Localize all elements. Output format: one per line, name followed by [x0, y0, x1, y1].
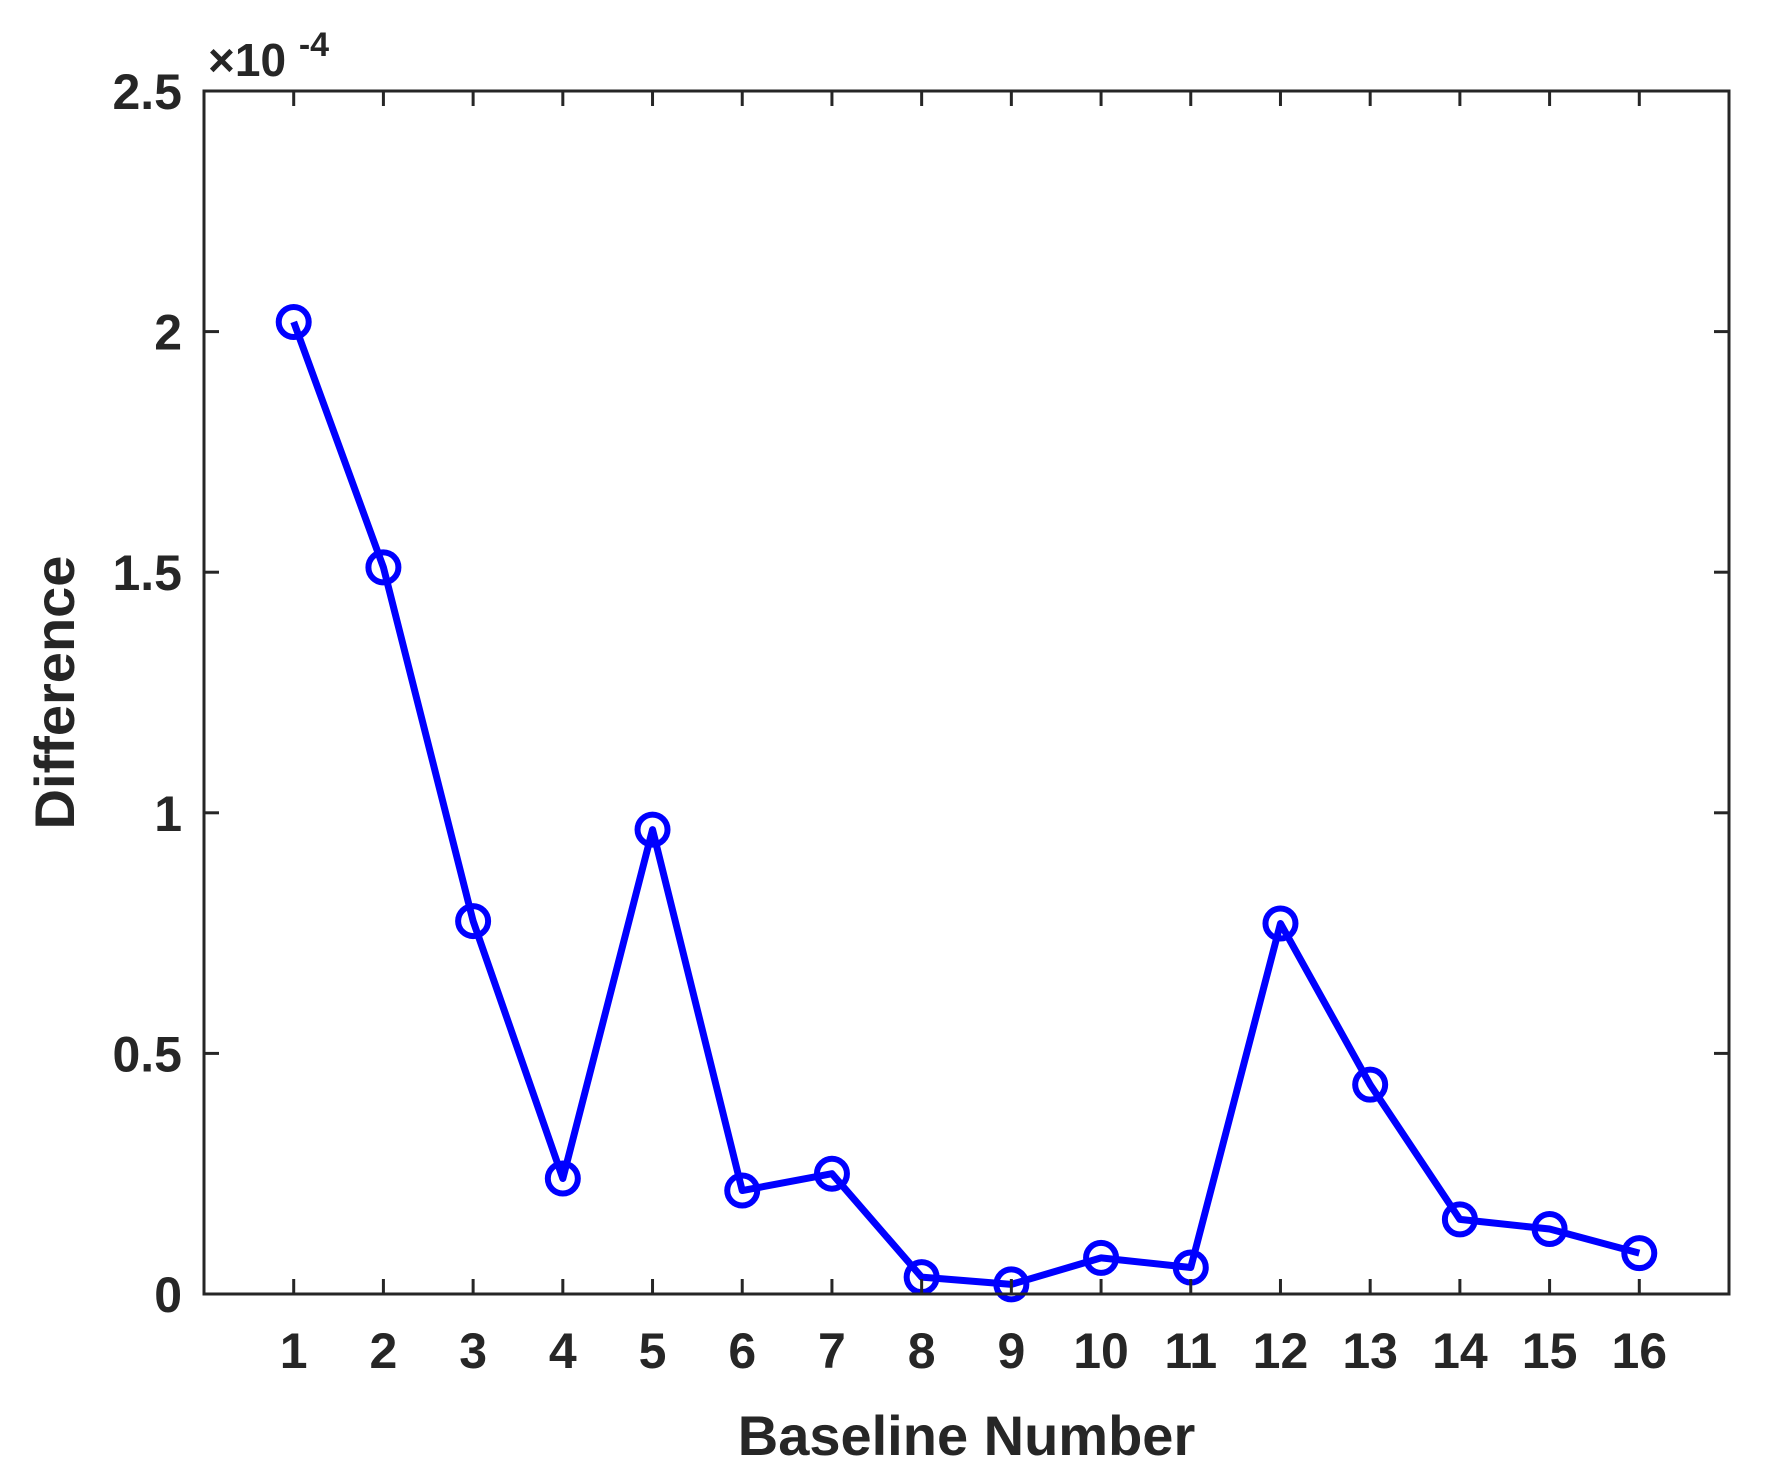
- y-tick-label: 1: [154, 786, 182, 842]
- y-tick-label: 0.5: [112, 1026, 182, 1082]
- y-tick-label: 1.5: [112, 545, 182, 601]
- y-exponent-label: ×10 -4: [208, 26, 329, 86]
- x-tick-label: 4: [549, 1323, 577, 1379]
- exponent-base: ×10: [208, 34, 286, 86]
- x-tick-label: 8: [908, 1323, 936, 1379]
- x-tick-label: 7: [818, 1323, 846, 1379]
- y-tick-label: 2: [154, 305, 182, 361]
- x-tick-label: 14: [1432, 1323, 1488, 1379]
- x-tick-label: 16: [1611, 1323, 1667, 1379]
- data-layer: [279, 307, 1655, 1299]
- x-tick-label: 10: [1073, 1323, 1129, 1379]
- y-axis-label: Difference: [23, 556, 86, 830]
- x-tick-label: 13: [1342, 1323, 1398, 1379]
- exponent-power: -4: [299, 26, 329, 64]
- x-tick-label: 15: [1522, 1323, 1578, 1379]
- axes-box: [204, 91, 1729, 1294]
- x-tick-label: 2: [370, 1323, 398, 1379]
- x-tick-label: 5: [639, 1323, 667, 1379]
- y-tick-label: 2.5: [112, 64, 182, 120]
- x-tick-label: 3: [459, 1323, 487, 1379]
- x-axis-label: Baseline Number: [738, 1404, 1196, 1467]
- x-tick-label: 1: [280, 1323, 308, 1379]
- y-tick-label: 0: [154, 1267, 182, 1323]
- series-line: [294, 322, 1640, 1284]
- x-tick-label: 12: [1253, 1323, 1309, 1379]
- x-tick-label: 6: [728, 1323, 756, 1379]
- x-tick-label: 11: [1164, 1323, 1217, 1379]
- x-tick-label: 9: [997, 1323, 1025, 1379]
